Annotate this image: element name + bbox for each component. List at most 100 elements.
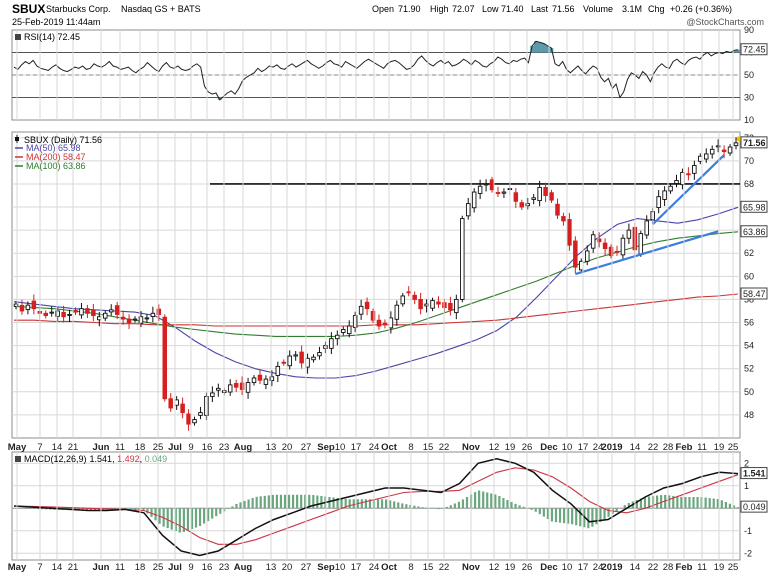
candle-body bbox=[394, 304, 400, 320]
x-tick-label: 11 bbox=[697, 562, 707, 573]
x-tick-label: 14 bbox=[630, 442, 641, 453]
x-tick-label: 8 bbox=[408, 442, 413, 453]
candle-body bbox=[180, 403, 185, 414]
price-y-tick: 56 bbox=[744, 318, 754, 328]
candle-body bbox=[436, 301, 441, 305]
x-tick-label: 7 bbox=[37, 562, 42, 573]
price-y-tick: 70 bbox=[744, 156, 754, 166]
low-label: Low bbox=[482, 4, 499, 14]
date-label: 25-Feb-2019 11:44am bbox=[12, 17, 100, 27]
ma100-legend-label: MA(100) 63.86 bbox=[26, 161, 86, 171]
price-value-tag bbox=[740, 200, 768, 213]
x-tick-label: 22 bbox=[648, 442, 659, 453]
high-label: High bbox=[430, 4, 449, 14]
candle-body bbox=[674, 180, 679, 184]
macd-signal-line bbox=[13, 467, 739, 545]
x-tick-label: 19 bbox=[505, 442, 516, 453]
trendline bbox=[651, 154, 725, 226]
candle-body bbox=[275, 365, 281, 376]
macd-y-tick: -2 bbox=[744, 548, 752, 558]
candle-body bbox=[596, 238, 602, 243]
macd-value-tag-label: 1.541 bbox=[743, 469, 766, 479]
candle-body bbox=[287, 355, 292, 367]
x-tick-label: 14 bbox=[52, 442, 63, 453]
candle-body bbox=[388, 317, 394, 329]
candle-body bbox=[430, 300, 435, 309]
x-tick-label: 10 bbox=[335, 442, 346, 453]
price-y-tick: 50 bbox=[744, 387, 754, 397]
candle-body bbox=[668, 185, 673, 192]
candle-body bbox=[311, 356, 316, 361]
chg-label: Chg bbox=[648, 4, 665, 14]
candle-body bbox=[513, 192, 519, 202]
x-tick-label: 24 bbox=[369, 442, 380, 453]
candle-body bbox=[162, 316, 168, 400]
x-tick-label: 13 bbox=[266, 562, 277, 573]
open-value: 71.90 bbox=[398, 4, 421, 14]
candle-body bbox=[561, 216, 566, 222]
candle-body bbox=[79, 308, 84, 316]
x-tick-label: 12 bbox=[489, 442, 500, 453]
x-tick-label: Aug bbox=[234, 562, 253, 573]
candle-body bbox=[299, 351, 304, 364]
candle-body bbox=[418, 298, 423, 310]
x-tick-label: 25 bbox=[153, 442, 164, 453]
candle-body bbox=[245, 382, 251, 393]
x-tick-label: 11 bbox=[697, 442, 707, 453]
candle-body bbox=[341, 329, 346, 333]
last-price-marker bbox=[736, 136, 742, 142]
candle-body bbox=[602, 242, 608, 250]
last-label: Last bbox=[531, 4, 549, 14]
candle-body bbox=[703, 153, 709, 160]
macd-y-tick: 2 bbox=[744, 458, 749, 468]
exchange-label: Nasdaq GS + BATS bbox=[121, 4, 201, 14]
macd-legend-swatch bbox=[15, 456, 21, 462]
trendline bbox=[575, 230, 719, 276]
candle-body bbox=[281, 361, 287, 364]
price-y-tick: 54 bbox=[744, 341, 754, 351]
ma200-line bbox=[14, 293, 739, 327]
candle-body bbox=[210, 392, 215, 397]
x-tick-label: 10 bbox=[562, 562, 573, 573]
x-tick-label: 14 bbox=[630, 562, 641, 573]
x-tick-label: 2019 bbox=[601, 562, 622, 573]
candle-body bbox=[626, 229, 632, 239]
x-tick-label: Feb bbox=[676, 442, 693, 453]
rsi-value-tag bbox=[740, 43, 768, 56]
candle-body bbox=[108, 309, 114, 313]
x-tick-label: Feb bbox=[676, 562, 693, 573]
candle-body bbox=[567, 219, 572, 246]
chg-value: +0.26 (+0.36%) bbox=[670, 4, 732, 14]
x-tick-label: Nov bbox=[462, 562, 481, 573]
macd-value-tag bbox=[740, 500, 768, 513]
x-tick-label: Aug bbox=[234, 442, 253, 453]
macd-line bbox=[13, 458, 739, 557]
candle-body bbox=[638, 233, 644, 255]
x-tick-label: 13 bbox=[266, 442, 277, 453]
x-tick-label: 22 bbox=[439, 442, 450, 453]
candle-body bbox=[204, 395, 209, 416]
volume-label: Volume bbox=[583, 4, 613, 14]
rsi-line bbox=[13, 40, 739, 101]
x-tick-label: Jul bbox=[168, 442, 182, 453]
x-tick-label: 15 bbox=[423, 562, 434, 573]
x-tick-label: 25 bbox=[728, 562, 739, 573]
candle-body bbox=[61, 311, 66, 318]
candle-body bbox=[329, 338, 334, 349]
rsi-legend-swatch bbox=[15, 34, 21, 40]
candle-body bbox=[335, 334, 340, 340]
macd-value-tag-label: 0.049 bbox=[743, 502, 766, 512]
candle-body bbox=[346, 325, 352, 335]
low-value: 71.40 bbox=[501, 4, 524, 14]
candle-body bbox=[251, 377, 257, 384]
candle-body bbox=[293, 354, 298, 357]
price-value-tag-label: 65.98 bbox=[743, 202, 766, 212]
x-tick-label: 26 bbox=[522, 562, 533, 573]
candle-body bbox=[590, 234, 596, 249]
macd-signal-legend-value: 1.492 bbox=[117, 454, 140, 464]
candle-body bbox=[537, 186, 542, 202]
candle-body bbox=[364, 301, 370, 310]
candle-body bbox=[460, 218, 465, 300]
